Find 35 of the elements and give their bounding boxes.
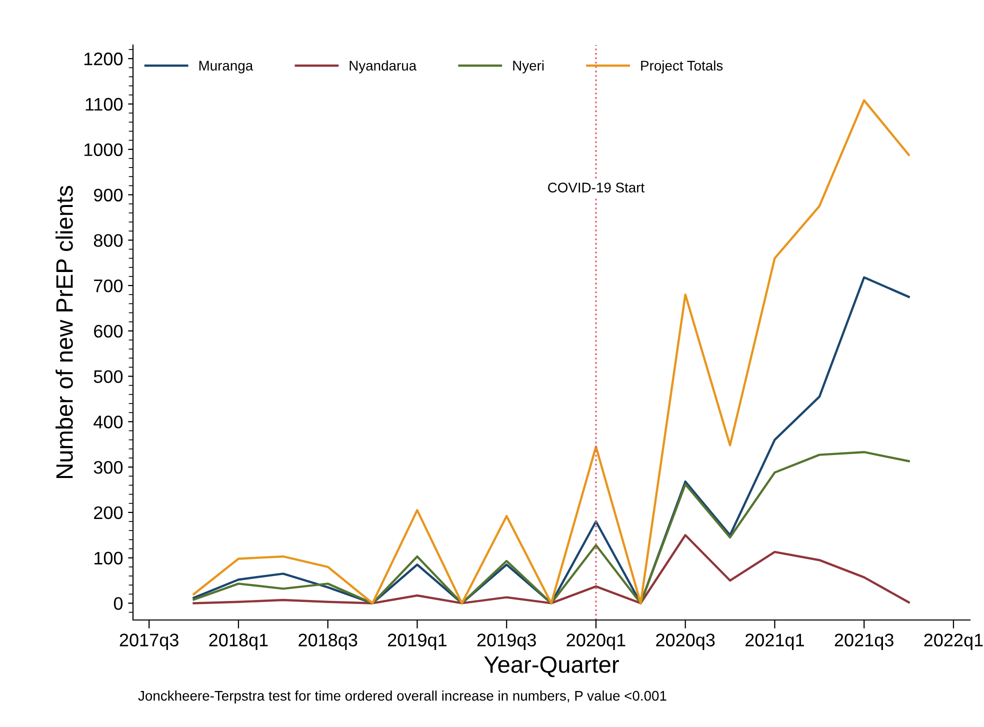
legend-label: Muranga <box>199 60 254 74</box>
x-axis-title: Year-Quarter <box>484 656 619 678</box>
y-tick-label: 1100 <box>86 98 123 111</box>
x-tick-label: 2018q1 <box>209 634 268 650</box>
ref-line-label: COVID-19 Start <box>548 182 644 192</box>
x-tick-label: 2021q3 <box>834 634 894 650</box>
y-tick-label: 200 <box>94 506 123 520</box>
y-tick-label: 500 <box>94 370 123 384</box>
y-tick-label: 600 <box>94 324 123 338</box>
legend-label: Nyandarua <box>350 60 417 74</box>
x-tick-label: 2022q1 <box>924 634 983 650</box>
legend-label: Project Totals <box>641 60 723 74</box>
y-tick-label: 900 <box>94 188 123 202</box>
x-tick-label: 2019q1 <box>388 634 446 650</box>
x-tick-label: 2020q3 <box>656 634 715 650</box>
line-series <box>192 276 910 604</box>
line-series <box>192 99 910 604</box>
y-tick-label: 400 <box>94 416 123 428</box>
x-tick-label: 2021q1 <box>746 634 804 650</box>
y-tick-label: 1200 <box>84 52 123 66</box>
y-tick-label: 700 <box>94 279 123 292</box>
y-tick-label: 800 <box>94 234 123 247</box>
y-tick-label: 0 <box>114 597 123 610</box>
x-tick-label: 2019q3 <box>477 634 536 650</box>
x-tick-label: 2017q3 <box>120 634 178 650</box>
y-axis-title: Number of new PrEP clients <box>56 186 73 478</box>
y-tick-label: 300 <box>94 460 123 474</box>
line-series <box>192 450 910 604</box>
x-tick-label: 2020q1 <box>566 634 626 650</box>
text: Jonckheere-Terpstra test for time ordered overall increase in numbers, P value <0.001 <box>138 690 666 704</box>
y-tick-label: 1000 <box>84 143 123 156</box>
legend-label: Nyeri <box>513 60 544 74</box>
line-series <box>192 534 910 604</box>
x-tick-label: 2018q3 <box>298 634 358 650</box>
y-tick-label: 100 <box>94 552 123 565</box>
